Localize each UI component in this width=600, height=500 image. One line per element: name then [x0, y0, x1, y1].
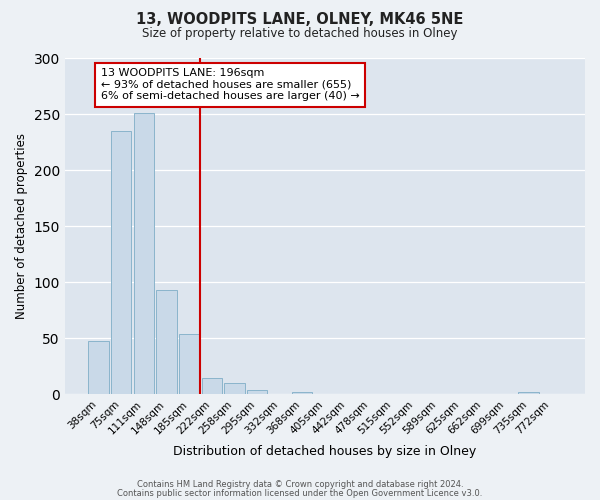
Bar: [247, 390, 267, 394]
Bar: [292, 392, 313, 394]
X-axis label: Distribution of detached houses by size in Olney: Distribution of detached houses by size …: [173, 444, 476, 458]
Bar: [134, 113, 154, 394]
Text: 13 WOODPITS LANE: 196sqm
← 93% of detached houses are smaller (655)
6% of semi-d: 13 WOODPITS LANE: 196sqm ← 93% of detach…: [101, 68, 359, 102]
Bar: [224, 383, 245, 394]
Bar: [111, 131, 131, 394]
Text: 13, WOODPITS LANE, OLNEY, MK46 5NE: 13, WOODPITS LANE, OLNEY, MK46 5NE: [136, 12, 464, 28]
Text: Size of property relative to detached houses in Olney: Size of property relative to detached ho…: [142, 28, 458, 40]
Bar: [518, 392, 539, 394]
Text: Contains HM Land Registry data © Crown copyright and database right 2024.: Contains HM Land Registry data © Crown c…: [137, 480, 463, 489]
Bar: [202, 378, 222, 394]
Text: Contains public sector information licensed under the Open Government Licence v3: Contains public sector information licen…: [118, 488, 482, 498]
Bar: [157, 290, 176, 395]
Y-axis label: Number of detached properties: Number of detached properties: [15, 133, 28, 319]
Bar: [88, 340, 109, 394]
Bar: [179, 334, 199, 394]
